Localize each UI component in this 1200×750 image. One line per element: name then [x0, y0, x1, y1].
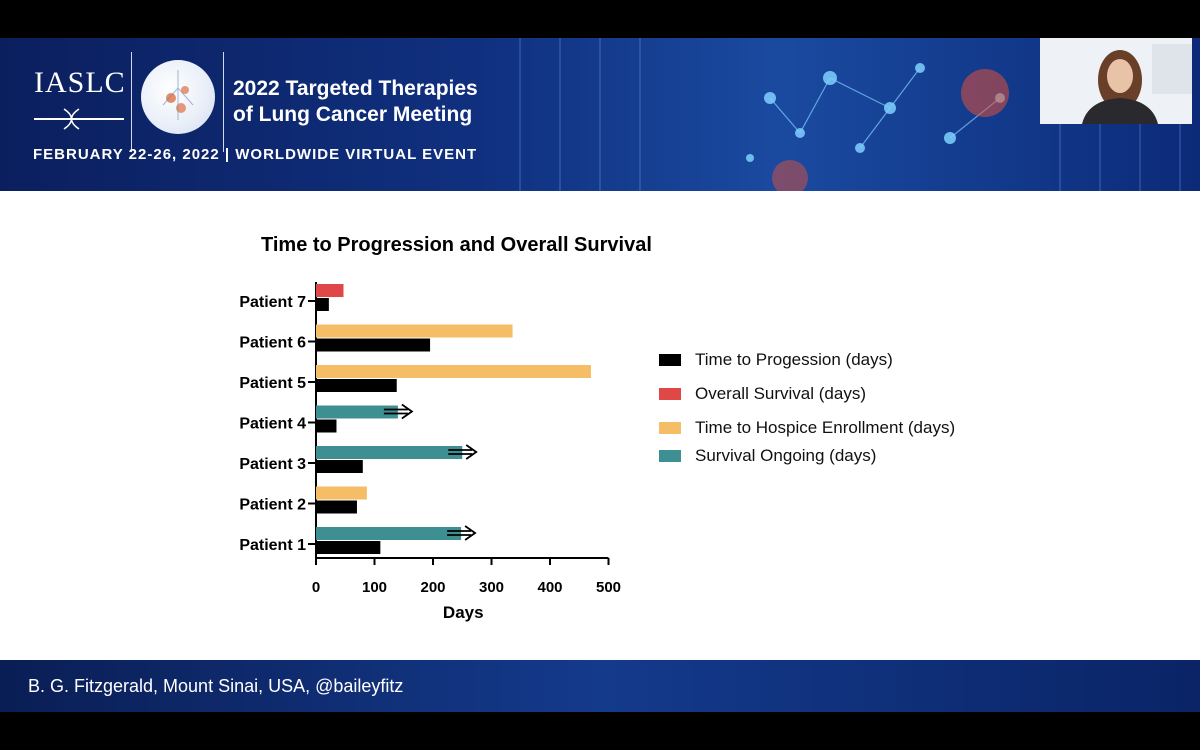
bar-time-to-progression [316, 460, 363, 473]
legend-swatch-overall [659, 388, 681, 400]
x-tick-label: 500 [596, 579, 621, 596]
legend-label: Time to Progession (days) [695, 350, 893, 369]
legend-label: Survival Ongoing (days) [695, 446, 877, 465]
x-tick-label: 0 [312, 579, 320, 596]
bar-time-to-progression [316, 338, 431, 352]
footer-credit: B. G. Fitzgerald, Mount Sinai, USA, @bai… [28, 676, 404, 696]
speaker-thumbnail [1040, 38, 1192, 124]
y-tick-label: Patient 7 [239, 294, 306, 311]
x-tick-label: 400 [537, 579, 562, 596]
bar-survival-hospice [316, 365, 591, 378]
bar-survival-ongoing [316, 527, 462, 540]
x-axis-label: Days [443, 603, 484, 622]
org-logo-text: IASLC [34, 66, 126, 99]
bar-survival-overall [316, 284, 344, 297]
footer-bar: B. G. Fitzgerald, Mount Sinai, USA, @bai… [0, 660, 1200, 712]
slide-area [0, 191, 1200, 660]
legend-label: Time to Hospice Enrollment (days) [695, 418, 956, 437]
bar-time-to-progression [316, 541, 381, 554]
meeting-title-line2: of Lung Cancer Meeting [233, 103, 473, 126]
conference-banner: IASLC 2022 Targeted Therapies of Lung Ca… [0, 38, 1200, 191]
ongoing-arrow-icon [448, 444, 478, 460]
legend-swatch-hospice [659, 422, 681, 434]
meeting-title-line1: 2022 Targeted Therapies [233, 77, 478, 100]
meeting-title: 2022 Targeted Therapies of Lung Cancer M… [233, 76, 478, 128]
y-tick-label: Patient 5 [239, 375, 306, 392]
divider [131, 52, 132, 152]
caduceus-icon [34, 108, 124, 130]
bar-survival-ongoing [316, 405, 398, 419]
chart-title: Time to Progression and Overall Survival [261, 234, 652, 256]
legend-swatch-ongoing [659, 450, 681, 462]
speaker-video [1040, 38, 1192, 124]
bar-survival-hospice [316, 324, 513, 338]
ongoing-arrow-icon [447, 525, 477, 541]
x-tick-label: 100 [362, 579, 387, 596]
legend-label: Overall Survival (days) [695, 384, 866, 403]
bar-time-to-progression [316, 379, 397, 392]
bar-time-to-progression [316, 500, 357, 514]
legend-swatch-progression [659, 354, 681, 366]
divider [223, 52, 224, 152]
bar-survival-hospice [316, 486, 367, 500]
ongoing-arrow-icon [383, 403, 414, 420]
y-tick-label: Patient 4 [239, 416, 306, 433]
x-tick-label: 200 [420, 579, 445, 596]
meeting-dates: FEBRUARY 22-26, 2022 | WORLDWIDE VIRTUAL… [33, 146, 478, 163]
y-tick-label: Patient 2 [239, 497, 306, 514]
bar-time-to-progression [316, 419, 337, 433]
lung-globe-logo [141, 60, 215, 134]
y-tick-label: Patient 1 [239, 537, 306, 554]
x-tick-label: 300 [479, 579, 504, 596]
y-tick-label: Patient 6 [239, 335, 306, 352]
bar-survival-ongoing [316, 446, 463, 459]
bar-time-to-progression [316, 298, 329, 311]
y-tick-label: Patient 3 [239, 456, 306, 473]
